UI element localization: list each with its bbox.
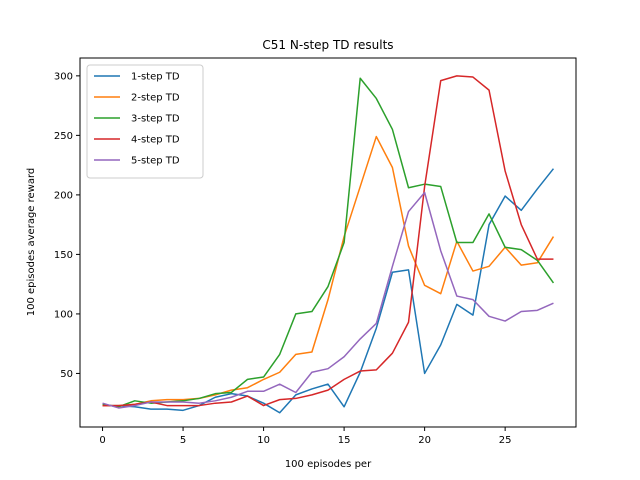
legend: 1-step TD 2-step TD 3-step TD 4-step TD 5-st…: [86, 64, 204, 179]
x-axis: 0 5 10 15 20 25: [99, 427, 512, 446]
y-tick-label: 50: [60, 369, 73, 380]
x-tick-label: 5: [180, 435, 186, 446]
y-tick-label: 200: [54, 190, 73, 201]
x-tick-label: 0: [99, 435, 105, 446]
series-line-1: [102, 168, 555, 414]
legend-label: 2-step TD: [131, 93, 180, 104]
series-layer: [102, 75, 555, 414]
legend-label: 4-step TD: [131, 135, 180, 146]
series-line-3: [102, 77, 555, 408]
y-tick-label: 300: [54, 71, 73, 82]
x-tick-label: 25: [499, 435, 512, 446]
series-line-5: [102, 191, 554, 409]
legend-label: 1-step TD: [131, 72, 180, 83]
x-tick-label: 10: [257, 435, 270, 446]
legend-label: 3-step TD: [131, 114, 180, 125]
x-tick-label: 15: [338, 435, 351, 446]
x-axis-label: 100 episodes per: [285, 459, 372, 470]
y-tick-label: 150: [54, 250, 73, 261]
legend-box: [86, 64, 204, 179]
y-tick-label: 100: [54, 309, 73, 320]
series-line-2: [102, 135, 555, 407]
series-line-4: [102, 75, 554, 407]
plot-frame: [79, 57, 577, 428]
y-axis: 50 100 150 200 250 300: [54, 71, 80, 380]
x-tick-label: 20: [418, 435, 431, 446]
y-axis-label: 100 episodes average reward: [26, 168, 37, 317]
chart-title: C51 N-step TD results: [262, 38, 393, 52]
legend-label: 5-step TD: [131, 156, 180, 167]
y-tick-label: 250: [54, 131, 73, 142]
